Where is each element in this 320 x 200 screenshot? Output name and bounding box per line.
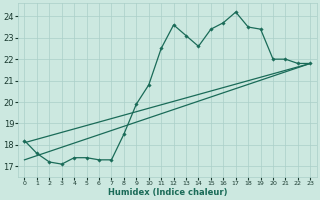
X-axis label: Humidex (Indice chaleur): Humidex (Indice chaleur) (108, 188, 227, 197)
